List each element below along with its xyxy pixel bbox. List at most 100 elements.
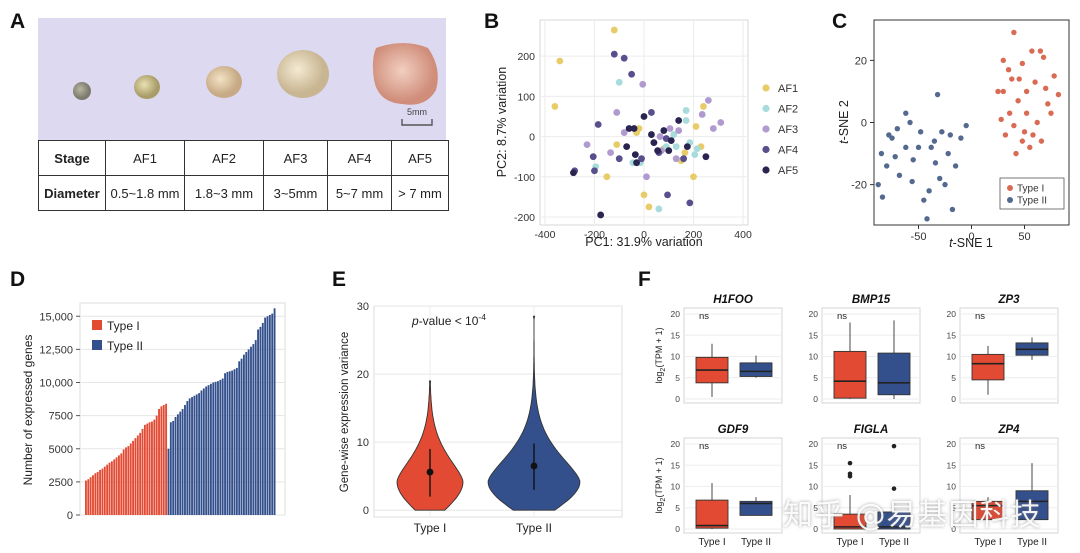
bar bbox=[155, 415, 158, 515]
tsne-point bbox=[963, 122, 969, 129]
tsne-point bbox=[1027, 144, 1033, 151]
pca-point bbox=[610, 50, 618, 58]
bar-legend-label: Type I bbox=[107, 319, 140, 333]
bar bbox=[181, 409, 184, 515]
tsne-point bbox=[1029, 48, 1035, 54]
violin-y-tick-label: 10 bbox=[357, 437, 369, 449]
bar bbox=[143, 424, 146, 515]
pca-point bbox=[693, 145, 701, 153]
facet-h1foo: H1FOO 0 5 10 15 20 ns log2(TPM + 1) bbox=[654, 294, 783, 404]
bar bbox=[162, 405, 165, 515]
facet-y-tick-label: 15 bbox=[947, 330, 957, 340]
tsne-y-axis-label-italic: t bbox=[837, 140, 851, 144]
facet-y-tick-label: 10 bbox=[671, 352, 681, 362]
tsne-point bbox=[1016, 76, 1022, 82]
pca-legend: AF1 AF2 AF3 AF4 AF5 bbox=[762, 83, 798, 177]
table-header-cell: AF2 bbox=[184, 140, 264, 176]
pca-point bbox=[655, 205, 663, 213]
table-header-cell: Stage bbox=[38, 140, 106, 176]
bar bbox=[188, 398, 191, 515]
pca-point bbox=[610, 26, 618, 34]
tsne-point bbox=[1023, 88, 1030, 95]
table-cell: 0.5~1.8 mm bbox=[105, 175, 185, 211]
bar bbox=[174, 416, 177, 515]
pca-point bbox=[631, 151, 639, 159]
tsne-point bbox=[1009, 76, 1015, 82]
table-row: Diameter 0.5~1.8 mm 1.8~3 mm 3~5mm 5~7 m… bbox=[38, 175, 449, 211]
pca-point bbox=[670, 131, 678, 138]
box-outlier bbox=[847, 471, 853, 477]
facet-y-axis-label-rest: (TPM + 1) bbox=[654, 327, 664, 367]
bar bbox=[136, 435, 139, 515]
pca-y-tick-label: 200 bbox=[517, 51, 535, 63]
pca-point bbox=[613, 141, 621, 149]
facet-y-tick-label: 5 bbox=[675, 503, 680, 513]
tsne-point bbox=[998, 116, 1004, 123]
tsne-y-tick-label: 0 bbox=[861, 118, 867, 130]
tsne-point bbox=[1005, 66, 1012, 73]
pca-point bbox=[628, 70, 636, 78]
tsne-x-axis-label-rest: -SNE 1 bbox=[953, 236, 993, 250]
bar bbox=[118, 455, 120, 515]
bar bbox=[127, 446, 130, 515]
pca-legend-swatch bbox=[762, 125, 770, 133]
bar bbox=[247, 349, 250, 515]
box-body bbox=[739, 500, 773, 516]
tsne-x-tick-label: 50 bbox=[1018, 231, 1030, 243]
pca-point bbox=[690, 173, 697, 181]
facet-y-axis-label-rest: (TPM + 1) bbox=[654, 457, 664, 497]
facet-y-tick-label: 5 bbox=[951, 373, 956, 383]
tsne-point bbox=[1011, 29, 1017, 36]
tsne-x-axis-label: t-SNE 1 bbox=[949, 236, 993, 250]
bar bbox=[122, 449, 125, 515]
facet-x-tick-label: Type I bbox=[836, 537, 863, 548]
box-outlier bbox=[891, 443, 897, 449]
bar bbox=[141, 428, 144, 515]
pca-point bbox=[664, 191, 671, 199]
bar bbox=[89, 477, 92, 515]
pca-point bbox=[660, 127, 668, 134]
bar bbox=[148, 422, 151, 515]
variance-violin-chart: 0 10 20 30 Type I Type II p-value < 10-4 Gene… bbox=[339, 301, 623, 535]
tsne-point bbox=[958, 135, 964, 141]
violin-median-point bbox=[426, 468, 434, 476]
pca-legend-swatch bbox=[762, 84, 770, 92]
bar bbox=[271, 313, 274, 515]
svg-text:p-value < 10-4: p-value < 10-4 bbox=[411, 312, 486, 328]
facet-significance: ns bbox=[975, 441, 985, 452]
facet-title: ZP3 bbox=[997, 294, 1020, 306]
violin-x-tick-label: Type I bbox=[414, 521, 447, 535]
scale-bar bbox=[401, 119, 433, 126]
facet-y-tick-label: 10 bbox=[947, 352, 957, 362]
panel-letter-f: F bbox=[638, 268, 651, 291]
bar bbox=[254, 340, 257, 515]
pca-y-tick-label: 100 bbox=[517, 91, 535, 103]
pca-point bbox=[583, 141, 591, 149]
facet-y-tick-label: 15 bbox=[809, 330, 819, 340]
pca-point bbox=[682, 117, 690, 124]
violin-y-tick-label: 0 bbox=[363, 505, 369, 517]
bar bbox=[259, 326, 262, 515]
violin-y-tick-label: 20 bbox=[357, 369, 369, 381]
bar-legend-label: Type II bbox=[107, 339, 143, 353]
box-body bbox=[833, 513, 867, 530]
bar-y-tick-label: 5000 bbox=[49, 444, 73, 456]
facet-y-tick-label: 20 bbox=[671, 439, 681, 449]
bar-legend-swatch bbox=[92, 320, 102, 330]
facet-y-tick-label: 10 bbox=[671, 482, 681, 492]
pca-point bbox=[648, 131, 655, 138]
bar-series bbox=[85, 308, 276, 515]
bar bbox=[221, 378, 224, 515]
box-body bbox=[739, 362, 773, 377]
facet-y-tick-label: 0 bbox=[675, 524, 680, 534]
pca-y-tick-label: 0 bbox=[529, 132, 535, 144]
bar bbox=[165, 403, 168, 515]
pca-legend-label: AF5 bbox=[778, 165, 798, 177]
tsne-ticks: -50 0 50 -20 0 20 bbox=[851, 55, 1031, 243]
pca-legend-label: AF4 bbox=[778, 145, 798, 157]
pca-point bbox=[650, 139, 658, 146]
bar bbox=[153, 419, 156, 515]
bar bbox=[198, 393, 201, 515]
facet-y-tick-label: 0 bbox=[813, 394, 818, 404]
